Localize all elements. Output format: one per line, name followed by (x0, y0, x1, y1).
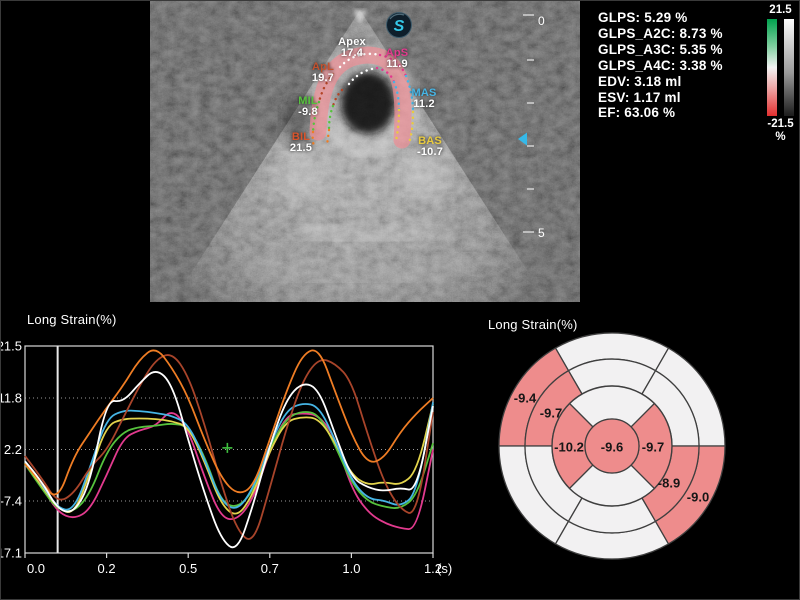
segment-strain-value: -10.7 (416, 146, 444, 158)
contour-aps (378, 53, 408, 78)
us-segment-label-aps: ApS 11.9 (385, 47, 409, 70)
y-tick-label: -17.1 (0, 546, 22, 561)
bullseye-map: -9.4-9.7-10.2 -9.6 -9.7-8.9-9.0 (498, 332, 726, 560)
strain-curve-MAS (24, 402, 434, 511)
colorbar-min-label: -21.5 (767, 118, 794, 130)
x-tick-label: 0.7 (261, 561, 279, 576)
bullseye-segment-value: -9.0 (687, 490, 709, 505)
measurement-line: GLPS_A3C: 5.35 % (598, 41, 723, 57)
x-tick-label: 1.2 (424, 561, 442, 576)
measurement-line: GLPS: 5.29 % (598, 10, 688, 25)
contour-apex (338, 52, 382, 69)
tracking-contours (311, 52, 415, 148)
us-segment-label-mas: MAS 11.2 (411, 87, 437, 110)
us-segment-label-bil: BIL 21.5 (289, 131, 313, 154)
segment-strain-value: 11.9 (386, 58, 408, 70)
contour-bas (407, 110, 415, 145)
segment-name: BIL (291, 131, 311, 143)
bullseye-segment-value: -9.4 (514, 391, 537, 406)
strain-color-scale (767, 19, 777, 116)
gray-scale (784, 19, 794, 116)
contour-apl (317, 72, 335, 104)
us-segment-label-bas: BAS -10.7 (416, 135, 444, 158)
segment-name: ApL (312, 61, 334, 73)
strain-curve-ApL (24, 354, 434, 540)
bullseye-segment-value: -9.6 (601, 440, 623, 455)
segment-strain-value: -9.8 (298, 106, 318, 118)
strain-chart: 21.5 11.8 2.2 -7.4 -17.1 0.0 0.2 0.5 0.7 1.0 1.2(s… (0, 339, 452, 577)
segment-name: MIL (298, 95, 318, 107)
y-tick-label: -7.4 (0, 493, 22, 508)
measurement-line: GLPS_A2C: 8.73 % (598, 25, 723, 41)
segment-strain-value: 21.5 (289, 142, 313, 154)
depth-ruler (523, 14, 534, 233)
measurement-line: EF: 63.06 % (598, 105, 676, 121)
vendor-logo: S (386, 12, 412, 38)
bullseye-segment-value: -9.7 (642, 440, 664, 455)
measurement-line: GLPS_A4C: 3.38 % (598, 57, 723, 73)
us-segment-label-apex: Apex 17.4 (338, 36, 366, 59)
measurement-results: GLPS: 5.29 % GLPS_A2C: 8.73 % GLPS_A3C: 5.… (598, 10, 723, 121)
y-tick-label: 2.2 (4, 442, 22, 457)
us-segment-label-mil: MIL -9.8 (298, 95, 318, 118)
segment-strain-value: 19.7 (311, 72, 335, 84)
bullseye-segment-value: -9.7 (540, 406, 562, 421)
measurement-line: EDV: 3.18 ml (598, 73, 682, 89)
x-tick-label: 0.0 (27, 561, 45, 576)
contour-mil (311, 100, 321, 134)
measurement-line: ESV: 1.17 ml (598, 89, 681, 105)
focus-marker[interactable] (518, 132, 527, 146)
segment-name: ApS (385, 47, 409, 59)
us-segment-label-apl: ApL 19.7 (311, 61, 335, 84)
strain-curve-BAS (24, 403, 434, 515)
bullseye-center-segment (584, 418, 640, 474)
colorbar-unit-label: % (775, 131, 786, 143)
strain-chart-title: Long Strain(%) (27, 312, 117, 327)
ruler-top-label: 0 (538, 14, 545, 28)
x-tick-label: 1.0 (342, 561, 360, 576)
strain-curve-BIL (24, 349, 434, 496)
bullseye-segment-value: -8.9 (658, 476, 680, 491)
bullseye-segment-value: -10.2 (554, 440, 584, 455)
strain-colorbar: 21.5 -21.5 % (757, 4, 800, 144)
ultrasound-sector (150, 0, 580, 302)
strain-curve-ApS (24, 412, 434, 530)
y-tick-label: 21.5 (0, 339, 22, 354)
strain-overlay-band (309, 46, 412, 149)
x-tick-label: 0.5 (179, 561, 197, 576)
segment-strain-value: 17.4 (340, 47, 364, 59)
ruler-bottom-label: 5 (538, 226, 545, 240)
x-axis-unit: (s) (437, 561, 452, 576)
segment-name: MAS (411, 87, 437, 99)
y-tick-label: 11.8 (0, 391, 22, 406)
vendor-logo-letter: S (394, 18, 405, 35)
x-tick-label: 0.2 (98, 561, 116, 576)
segment-name: BAS (418, 135, 442, 147)
bullseye-title: Long Strain(%) (488, 317, 578, 332)
segment-name: Apex (338, 36, 366, 48)
contour-mas (404, 74, 415, 114)
segment-strain-value: 11.2 (413, 98, 435, 110)
colorbar-max-label: 21.5 (769, 4, 792, 16)
strain-curve-Apex (24, 371, 434, 549)
